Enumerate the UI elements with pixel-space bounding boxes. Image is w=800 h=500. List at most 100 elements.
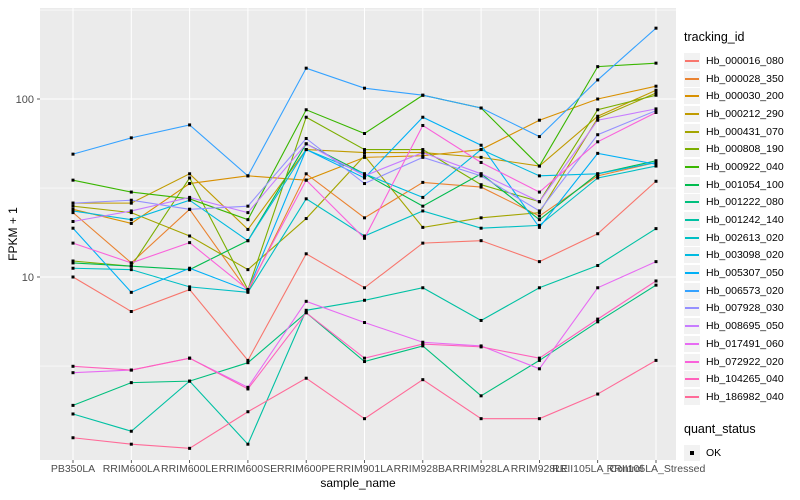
data-point bbox=[129, 261, 133, 265]
data-point bbox=[421, 340, 425, 344]
data-point bbox=[246, 358, 250, 362]
data-point bbox=[596, 118, 600, 122]
data-point bbox=[537, 118, 541, 122]
x-tick-label: RRIM928BA bbox=[394, 463, 452, 475]
legend-item-Hb_186982_040: Hb_186982_040 bbox=[684, 388, 798, 406]
data-point bbox=[654, 109, 658, 113]
legend-line-swatch bbox=[685, 236, 699, 239]
legend-key bbox=[684, 335, 700, 352]
data-point bbox=[421, 195, 425, 199]
data-point bbox=[654, 88, 658, 92]
data-point bbox=[537, 367, 541, 371]
legend-item-Hb_001242_140: Hb_001242_140 bbox=[684, 211, 798, 229]
data-point bbox=[537, 218, 541, 222]
x-tick-label: RRII105LA_Stressed bbox=[607, 463, 706, 475]
data-point bbox=[246, 410, 250, 414]
data-point bbox=[129, 429, 133, 433]
data-point bbox=[363, 155, 366, 159]
legend-key bbox=[684, 52, 700, 69]
data-point bbox=[129, 136, 133, 140]
legend-line-swatch bbox=[685, 289, 699, 292]
legend-label: Hb_017491_060 bbox=[706, 337, 784, 350]
data-point bbox=[537, 174, 541, 178]
legend-key bbox=[684, 105, 700, 122]
legend-line-swatch bbox=[685, 378, 699, 381]
data-point bbox=[537, 211, 541, 215]
data-point bbox=[479, 183, 483, 187]
data-point bbox=[654, 159, 658, 163]
legend-label: Hb_001242_140 bbox=[706, 214, 784, 227]
data-point bbox=[188, 195, 192, 199]
data-point bbox=[537, 260, 541, 264]
legend-item-Hb_003098_020: Hb_003098_020 bbox=[684, 247, 798, 265]
data-point bbox=[479, 226, 483, 230]
data-point bbox=[246, 174, 250, 178]
data-point bbox=[596, 78, 600, 82]
legend-item-Hb_104265_040: Hb_104265_040 bbox=[684, 370, 798, 388]
data-point bbox=[479, 216, 483, 220]
data-point bbox=[421, 344, 425, 348]
legend-key bbox=[684, 176, 700, 193]
data-point bbox=[537, 223, 541, 227]
legend-key bbox=[684, 70, 700, 87]
data-point bbox=[654, 162, 658, 166]
data-point bbox=[363, 172, 366, 176]
data-point bbox=[421, 209, 425, 213]
data-point bbox=[654, 283, 658, 287]
data-point bbox=[363, 154, 366, 158]
data-point bbox=[188, 182, 192, 186]
legend-label: Hb_002613_020 bbox=[706, 231, 784, 244]
legend-line-swatch bbox=[685, 183, 699, 186]
legend-key bbox=[684, 212, 700, 229]
data-point bbox=[71, 211, 75, 215]
data-point bbox=[479, 417, 483, 421]
data-point bbox=[71, 275, 75, 279]
data-point bbox=[71, 403, 75, 407]
data-point bbox=[479, 174, 483, 178]
legend-line-swatch bbox=[685, 219, 699, 222]
y-axis-title: FPKM + 1 bbox=[6, 207, 20, 261]
x-tick-label: RRIM600LE bbox=[161, 463, 218, 475]
data-point bbox=[304, 252, 308, 256]
data-point bbox=[129, 218, 133, 222]
legend-item-Hb_000212_290: Hb_000212_290 bbox=[684, 105, 798, 123]
data-point bbox=[188, 266, 192, 270]
data-point bbox=[421, 342, 425, 346]
legend-item-Hb_006573_020: Hb_006573_020 bbox=[684, 282, 798, 300]
data-point bbox=[129, 190, 133, 194]
legend-item-Hb_001054_100: Hb_001054_100 bbox=[684, 176, 798, 194]
legend-item-Hb_007928_030: Hb_007928_030 bbox=[684, 300, 798, 318]
legend-line-swatch bbox=[685, 307, 699, 310]
data-point bbox=[363, 356, 366, 360]
data-point bbox=[129, 368, 133, 372]
legend-label: Hb_072922_020 bbox=[706, 355, 784, 368]
data-point bbox=[596, 320, 600, 324]
data-point bbox=[363, 360, 366, 364]
data-point bbox=[479, 148, 483, 152]
data-point bbox=[71, 178, 75, 182]
data-point bbox=[596, 97, 600, 101]
data-point bbox=[71, 371, 75, 375]
data-point bbox=[596, 176, 600, 180]
legend-line-swatch bbox=[685, 201, 699, 204]
data-point bbox=[421, 225, 425, 229]
data-point bbox=[246, 204, 250, 208]
data-point bbox=[188, 446, 192, 450]
data-point bbox=[421, 154, 425, 158]
legend-key bbox=[684, 158, 700, 175]
legend-key bbox=[684, 123, 700, 140]
legend-line-swatch bbox=[685, 325, 699, 328]
legend-label: Hb_000212_290 bbox=[706, 107, 784, 120]
panel-background bbox=[40, 8, 676, 460]
data-point bbox=[363, 286, 366, 290]
data-point bbox=[596, 65, 600, 69]
data-point bbox=[654, 26, 658, 30]
data-point bbox=[537, 286, 541, 290]
legend-item-Hb_001222_080: Hb_001222_080 bbox=[684, 194, 798, 212]
data-point bbox=[537, 190, 541, 194]
ok-point-swatch bbox=[690, 450, 694, 455]
legend-line-swatch bbox=[685, 342, 699, 345]
quant-legend-item: OK bbox=[684, 444, 798, 462]
data-point bbox=[363, 216, 366, 220]
